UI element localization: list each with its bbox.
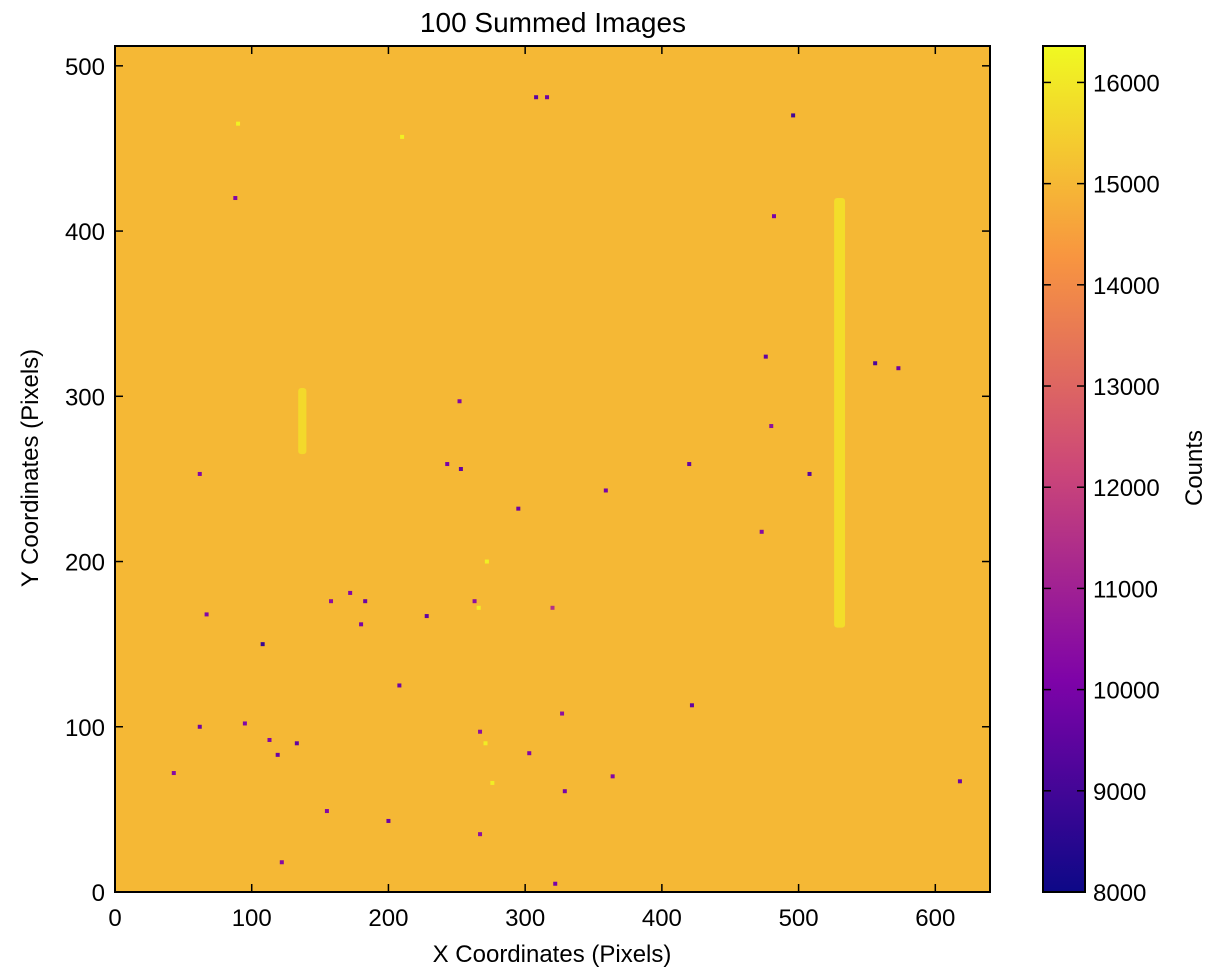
pixel-point [386,818,391,823]
pixel-point [534,95,539,100]
pixel-point [472,599,477,604]
x-tick-label: 600 [915,905,955,932]
pixel-point [324,809,329,814]
pixel-point [197,724,202,729]
pixel-point [445,462,450,467]
pixel-point [236,121,241,126]
y-axis-label: Y Coordinates (Pixels) [17,349,44,587]
plot-frame [114,45,991,893]
pixel-point [233,196,238,201]
pixel-point [478,832,483,837]
pixel-point [560,711,565,716]
y-tick-label: 100 [65,715,105,742]
pixel-point [550,605,555,610]
streak [298,388,307,455]
pixel-point [329,599,334,604]
pixel-point [610,774,615,779]
pixel-point [553,881,558,886]
colorbar-tick-label: 16000 [1093,70,1160,97]
streak [834,198,846,628]
colorbar-tick-label: 12000 [1093,475,1160,502]
pixel-point [484,559,489,564]
colorbar-tick-label: 8000 [1093,880,1146,907]
pixel-point [957,779,962,784]
x-tick-label: 500 [779,905,819,932]
y-tick-label: 500 [65,54,105,81]
pixel-point [516,506,521,511]
pixel-point [476,605,481,610]
pixel-point [791,113,796,118]
y-tick-label: 0 [92,880,105,907]
colorbar-tick-label: 15000 [1093,172,1160,199]
x-tick-label: 300 [505,905,545,932]
colorbar-tick-label: 13000 [1093,374,1160,401]
pixel-point [562,789,567,794]
pixel-point [769,424,774,429]
colorbar-tick-label: 11000 [1093,576,1158,603]
colorbar-tick-label: 14000 [1093,273,1160,300]
pixel-point [458,467,463,471]
pixel-point [478,729,483,734]
pixel-point [873,361,878,366]
x-tick-label: 100 [232,905,272,932]
pixel-point [527,751,532,756]
pixel-point [603,488,608,493]
pixel-point [896,366,901,371]
pixel-point [759,529,764,534]
pixel-point [275,752,280,757]
chart-title: 100 Summed Images [420,7,686,38]
x-tick-label: 400 [642,905,682,932]
pixel-point [689,703,694,708]
pixel-point [279,860,284,865]
colorbar-label: Counts [1181,430,1208,506]
pixel-point [771,214,776,219]
pixel-point [171,771,176,776]
pixel-point [807,471,812,476]
pixel-point [260,642,265,647]
x-tick-label: 200 [368,905,408,932]
pixel-point [359,622,364,627]
pixel-point [242,721,247,726]
pixel-point [483,741,488,746]
y-tick-label: 400 [65,219,105,246]
pixel-point [294,741,299,746]
x-axis-label: X Coordinates (Pixels) [433,941,672,968]
y-tick-label: 200 [65,550,105,577]
pixel-point [763,354,768,359]
pixel-point [267,737,272,742]
pixel-point [204,612,209,617]
pixel-point [348,590,353,595]
pixel-point [363,599,368,604]
pixel-point [197,471,202,476]
colorbar-tick-label: 9000 [1093,779,1146,806]
heatmap-field [115,46,990,892]
pixel-point [424,614,429,619]
pixel-point [490,780,495,785]
pixel-point [400,134,405,139]
x-tick-label: 0 [108,905,121,932]
pixel-point [457,399,462,404]
colorbar-tick-label: 10000 [1093,678,1160,705]
colorbar [1042,45,1086,893]
pixel-point [397,683,402,688]
y-tick-label: 300 [65,384,105,411]
pixel-point [687,462,692,467]
pixel-point [545,95,550,100]
